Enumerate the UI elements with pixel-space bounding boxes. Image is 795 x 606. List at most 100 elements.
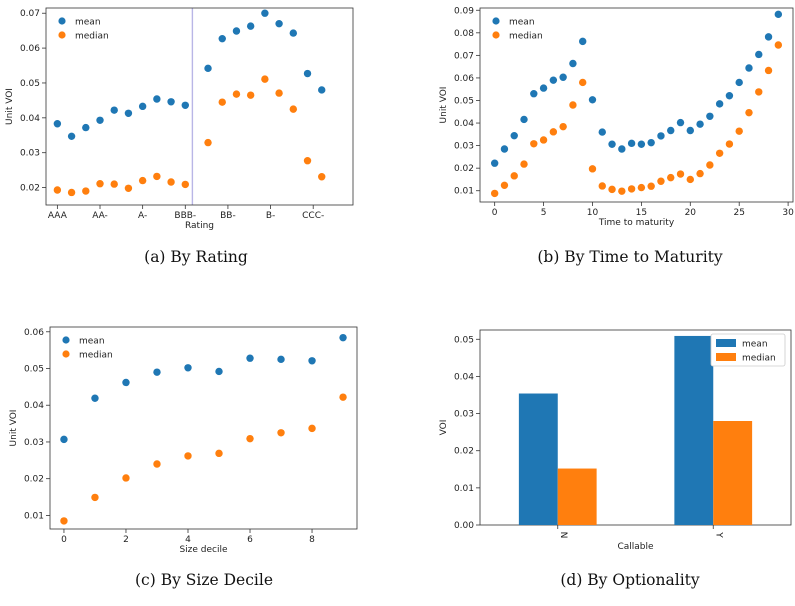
- data-point-median: [774, 41, 783, 49]
- data-point-mean: [755, 50, 763, 59]
- caption-a: (a) By Rating: [144, 248, 248, 266]
- data-point-median: [647, 182, 655, 190]
- data-point-median: [215, 449, 223, 458]
- plot-frame: [479, 7, 794, 203]
- legend-label-mean: mean: [509, 18, 535, 28]
- x-tick-label: B-: [266, 211, 275, 221]
- y-tick-label: 0.03: [454, 142, 474, 152]
- legend-label-median: median: [742, 354, 776, 364]
- data-point-mean: [637, 140, 646, 148]
- data-point-mean: [246, 22, 255, 30]
- data-point-mean: [60, 435, 68, 444]
- data-point-median: [706, 161, 714, 169]
- data-point-median: [598, 182, 606, 190]
- data-point-mean: [618, 145, 626, 153]
- y-tick-label: 0.07: [454, 51, 474, 61]
- x-tick-label: 20: [685, 208, 697, 218]
- x-tick-label: Y: [713, 531, 723, 538]
- x-tick-label: 25: [733, 208, 744, 218]
- y-tick-label: 0.06: [454, 74, 474, 84]
- series-median: [60, 393, 347, 525]
- data-point-median: [686, 175, 694, 184]
- data-point-median: [153, 460, 161, 468]
- x-axis-label: Callable: [617, 542, 654, 552]
- legend-marker-median: [62, 350, 70, 358]
- x-tick-label: 0: [492, 208, 498, 218]
- series-median: [490, 41, 783, 198]
- data-point-mean: [167, 98, 175, 106]
- data-point-mean: [275, 19, 283, 28]
- x-tick-label: AA-: [92, 211, 108, 221]
- data-point-mean: [500, 145, 509, 153]
- data-point-median: [676, 170, 685, 178]
- bar-mean-N: [518, 393, 558, 525]
- data-point-mean: [686, 126, 694, 135]
- data-point-median: [500, 181, 509, 190]
- data-point-mean: [667, 126, 675, 135]
- data-point-median: [627, 185, 636, 193]
- data-point-median: [184, 452, 192, 460]
- data-point-mean: [308, 357, 316, 365]
- y-axis-label: VOI: [439, 420, 449, 436]
- data-point-mean: [530, 90, 538, 98]
- data-point-median: [275, 89, 283, 97]
- data-point-mean: [53, 120, 62, 128]
- data-point-median: [122, 474, 130, 482]
- legend-marker-mean: [492, 17, 500, 25]
- y-tick-label: 0.00: [454, 521, 474, 531]
- x-axis-label: Time to maturity: [598, 218, 675, 228]
- y-tick-label: 0.04: [24, 401, 44, 411]
- data-point-median: [618, 187, 626, 195]
- y-tick-label: 0.03: [454, 410, 474, 420]
- legend-marker-mean: [58, 17, 66, 25]
- data-point-median: [261, 75, 269, 83]
- legend-marker-median: [58, 31, 66, 39]
- legend-label-median: median: [79, 351, 113, 361]
- data-point-median: [82, 187, 90, 195]
- x-tick-label: 8: [309, 535, 315, 545]
- data-point-median: [277, 429, 285, 437]
- x-tick-label: BBB-: [174, 211, 196, 221]
- data-point-median: [124, 184, 133, 192]
- data-point-median: [153, 172, 161, 181]
- series-mean: [53, 9, 326, 141]
- data-point-mean: [82, 123, 90, 132]
- x-tick-label: 10: [587, 208, 599, 218]
- data-point-median: [303, 157, 312, 165]
- y-tick-label: 0.09: [454, 6, 474, 16]
- legend-label-mean: mean: [742, 340, 768, 350]
- y-tick-label: 0.06: [20, 44, 40, 54]
- plot-frame: [45, 7, 354, 206]
- data-point-median: [246, 91, 255, 99]
- panel-by-optionality: 0.00 0.01 0.02 0.03 0.04 0.05 N Y Callable VOI mea…: [439, 329, 792, 552]
- y-tick-label: 0.03: [24, 438, 44, 448]
- data-point-mean: [490, 159, 499, 167]
- data-point-median: [745, 108, 753, 117]
- y-tick-label: 0.05: [24, 365, 44, 375]
- data-point-mean: [181, 101, 189, 109]
- data-point-mean: [579, 37, 587, 46]
- y-tick-label: 0.01: [454, 187, 474, 197]
- data-point-mean: [715, 100, 724, 108]
- data-point-mean: [232, 27, 241, 35]
- data-point-mean: [520, 115, 528, 124]
- data-point-median: [559, 122, 567, 131]
- data-point-median: [308, 424, 316, 433]
- data-point-mean: [339, 333, 347, 342]
- x-axis-label: Size decile: [179, 545, 228, 555]
- data-point-mean: [122, 378, 130, 387]
- y-tick-label: 0.04: [454, 372, 474, 382]
- data-point-mean: [706, 112, 714, 120]
- data-point-median: [339, 393, 347, 401]
- data-point-median: [181, 180, 189, 189]
- y-tick-label: 0.02: [20, 184, 40, 194]
- data-point-median: [96, 180, 104, 188]
- x-tick-label: 0: [61, 535, 67, 545]
- x-tick-label: A-: [138, 211, 147, 221]
- data-point-median: [510, 172, 518, 180]
- data-point-mean: [303, 69, 312, 78]
- data-point-mean: [774, 10, 783, 19]
- y-axis-label: Unit VOI: [439, 87, 449, 124]
- data-point-mean: [218, 34, 226, 43]
